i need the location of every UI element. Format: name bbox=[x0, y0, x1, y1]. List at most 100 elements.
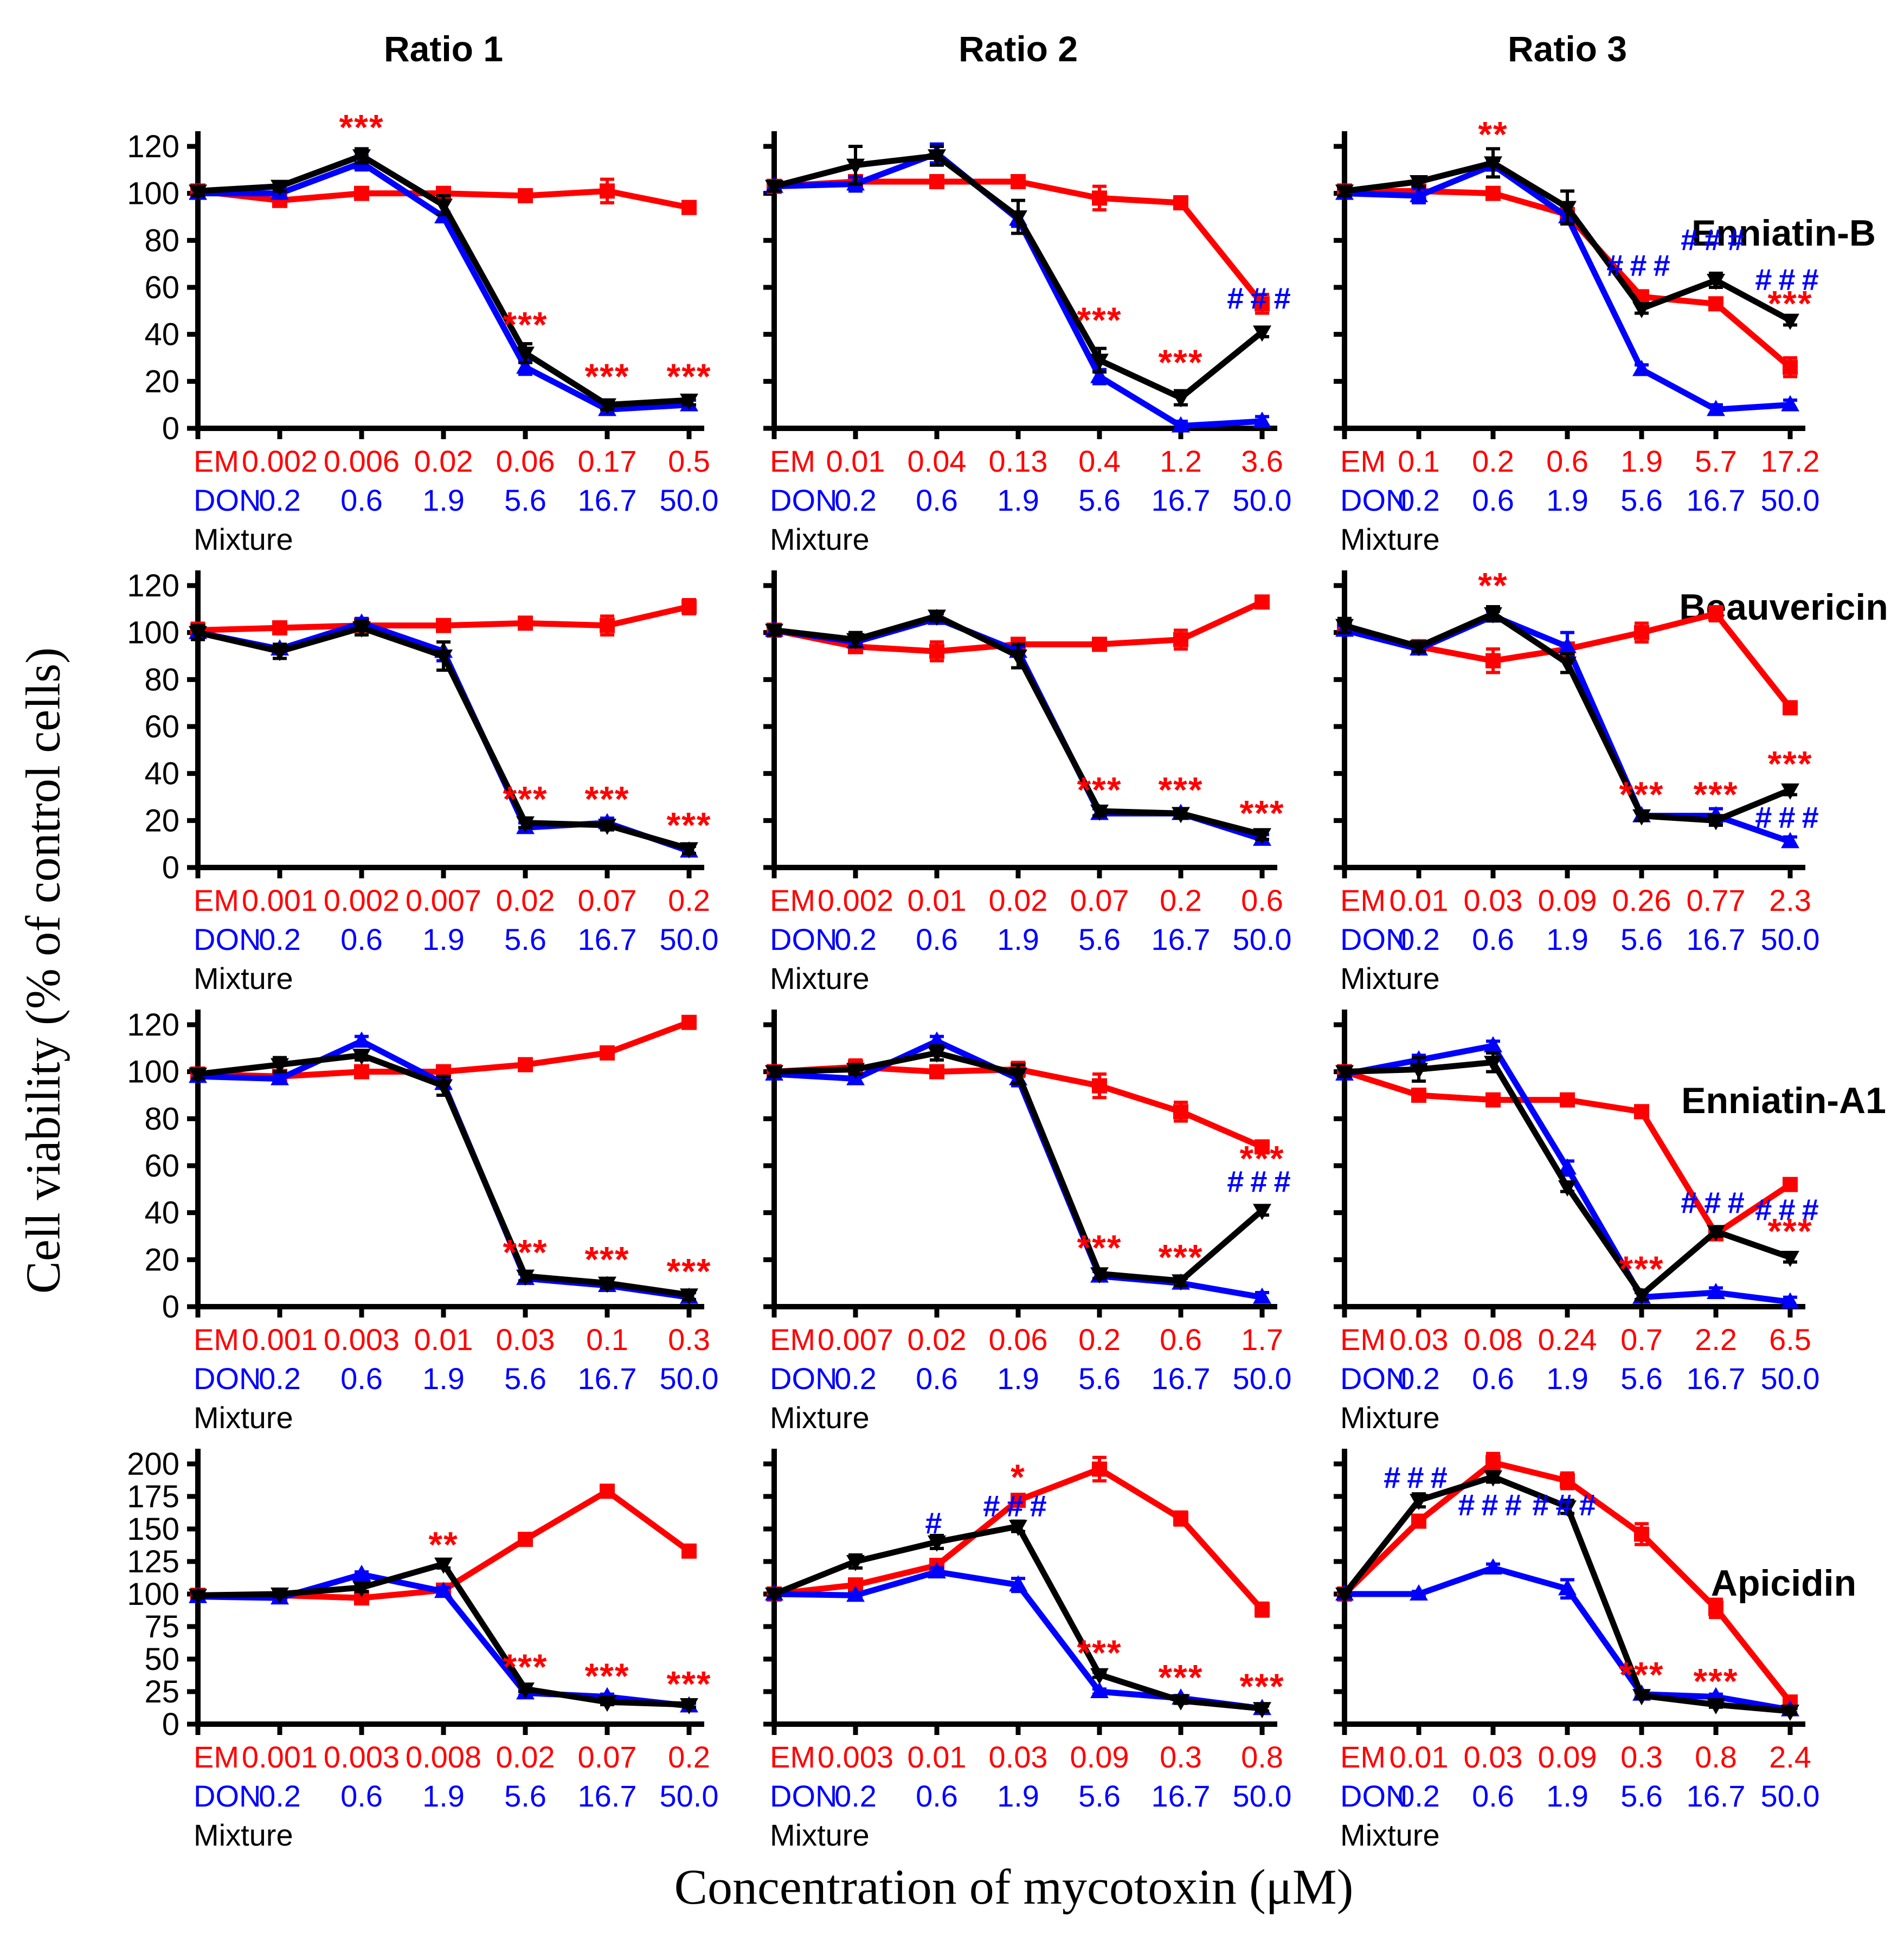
x-row-header-em: EM bbox=[1340, 444, 1386, 478]
x-tick-label-em: 0.03 bbox=[1390, 1322, 1449, 1357]
x-tick-label-em: 0.2 bbox=[1472, 444, 1514, 478]
y-tick-label: 80 bbox=[144, 662, 179, 697]
series-em bbox=[767, 174, 1270, 315]
x-tick-label-don: 16.7 bbox=[1687, 483, 1746, 517]
x-row-header-don: DON bbox=[770, 483, 837, 517]
x-tick-label-don: 5.6 bbox=[1078, 922, 1121, 956]
data-point-square bbox=[1255, 1139, 1270, 1155]
data-point-triangle-up bbox=[928, 1562, 946, 1579]
annotation-star: *** bbox=[584, 1239, 629, 1280]
x-tick-label-don: 50.0 bbox=[1233, 1361, 1292, 1396]
x-tick-label-don: 0.2 bbox=[834, 1779, 877, 1813]
x-tick-label-em: 0.01 bbox=[826, 444, 885, 478]
x-tick-label-don: 16.7 bbox=[578, 922, 637, 956]
x-tick-label-em: 0.02 bbox=[496, 1740, 555, 1774]
data-point-triangle-down bbox=[434, 1079, 453, 1096]
x-tick-label-don: 0.2 bbox=[259, 1361, 301, 1396]
annotation-star: *** bbox=[1619, 1249, 1664, 1289]
x-tick-label-don: 16.7 bbox=[1687, 922, 1746, 956]
x-row-header-mixture: Mixture bbox=[194, 1400, 293, 1435]
annotation-star: *** bbox=[1619, 1655, 1664, 1695]
annotation-star: *** bbox=[1158, 1657, 1203, 1697]
data-point-triangle-down bbox=[765, 624, 783, 640]
annotation-hash: ### bbox=[1227, 281, 1297, 316]
data-point-square bbox=[1708, 606, 1723, 621]
data-point-triangle-down bbox=[1090, 354, 1109, 370]
series-mixture bbox=[1335, 1051, 1799, 1305]
x-tick-label-em: 0.5 bbox=[668, 444, 710, 478]
y-tick-label: 0 bbox=[162, 411, 179, 446]
data-point-triangle-down bbox=[1335, 184, 1354, 201]
data-point-square bbox=[1634, 1526, 1649, 1542]
x-row-header-mixture: Mixture bbox=[194, 1818, 293, 1852]
column-title-ratio-2: Ratio 2 bbox=[958, 29, 1078, 69]
data-point-triangle-down bbox=[352, 1581, 371, 1597]
data-point-square bbox=[1255, 594, 1270, 610]
data-point-triangle-up bbox=[1632, 359, 1651, 376]
annotation-star: *** bbox=[339, 107, 384, 147]
y-tick-label: 20 bbox=[144, 1242, 179, 1277]
data-point-triangle-up bbox=[352, 1565, 371, 1581]
x-tick-label-don: 0.2 bbox=[1398, 483, 1440, 517]
x-tick-label-don: 5.6 bbox=[1620, 1361, 1663, 1396]
subplot-beauvericin-ratio-1: 0 20 40 60 80 100 120 EM 0.001 0.002 0.007 0.02 0.07… bbox=[127, 568, 718, 995]
data-point-triangle-down bbox=[516, 1682, 535, 1699]
x-tick-label-don: 1.9 bbox=[422, 922, 465, 956]
x-tick-label-don: 0.2 bbox=[1398, 922, 1440, 956]
annotation-star: *** bbox=[1239, 1138, 1284, 1178]
annotation-star: *** bbox=[1239, 793, 1284, 833]
data-point-triangle-up bbox=[1781, 832, 1799, 849]
x-tick-label-don: 0.2 bbox=[259, 1779, 301, 1813]
data-point-triangle-down bbox=[1009, 1520, 1027, 1537]
x-tick-label-don: 50.0 bbox=[660, 483, 719, 517]
x-tick-label-em: 0.003 bbox=[818, 1740, 893, 1774]
x-tick-label-don: 0.6 bbox=[1472, 1361, 1514, 1396]
data-point-triangle-up bbox=[1172, 416, 1190, 433]
x-tick-label-don: 1.9 bbox=[422, 483, 465, 517]
data-point-triangle-down bbox=[1632, 809, 1651, 826]
data-point-triangle-down bbox=[928, 1046, 946, 1063]
annotation-hash: ### bbox=[1384, 1460, 1453, 1494]
annotation-star: *** bbox=[1077, 1228, 1122, 1268]
data-point-square bbox=[1485, 1092, 1501, 1108]
data-point-square bbox=[1708, 1601, 1723, 1616]
x-tick-label-em: 0.04 bbox=[908, 444, 967, 478]
data-point-square bbox=[1092, 637, 1107, 652]
data-point-square bbox=[681, 1014, 697, 1030]
x-tick-label-em: 0.1 bbox=[586, 1322, 628, 1357]
annotation-star: *** bbox=[584, 1656, 629, 1696]
data-point-triangle-down bbox=[1172, 1274, 1190, 1291]
annotation-star: *** bbox=[1767, 1211, 1812, 1251]
data-point-triangle-down bbox=[765, 1588, 783, 1604]
annotation-star: *** bbox=[1619, 774, 1664, 814]
annotation-star: *** bbox=[1767, 744, 1812, 784]
x-row-header-don: DON bbox=[194, 1361, 261, 1396]
data-point-triangle-down bbox=[598, 1276, 616, 1293]
x-tick-label-don: 16.7 bbox=[1687, 1779, 1746, 1813]
data-point-triangle-down bbox=[1335, 1588, 1354, 1604]
x-tick-label-em: 0.07 bbox=[1070, 883, 1129, 917]
y-tick-label: 40 bbox=[144, 756, 179, 792]
data-point-square bbox=[1708, 296, 1723, 312]
x-tick-label-em: 0.01 bbox=[908, 883, 967, 917]
data-point-square bbox=[1634, 1104, 1649, 1120]
x-tick-label-em: 0.03 bbox=[989, 1740, 1048, 1774]
data-point-triangle-up bbox=[928, 1031, 946, 1048]
x-tick-label-em: 0.02 bbox=[414, 444, 473, 478]
x-tick-label-em: 0.7 bbox=[1620, 1322, 1663, 1357]
data-point-triangle-down bbox=[846, 1063, 865, 1079]
annotation-star: * bbox=[1011, 1457, 1026, 1497]
data-point-square bbox=[1173, 1511, 1188, 1526]
x-tick-label-em: 0.13 bbox=[989, 444, 1048, 478]
x-tick-label-don: 1.9 bbox=[422, 1361, 465, 1396]
x-tick-label-em: 0.02 bbox=[908, 1322, 967, 1357]
annotation-star: *** bbox=[1158, 1237, 1203, 1277]
data-point-triangle-down bbox=[189, 184, 207, 201]
series-mixture bbox=[765, 1519, 1271, 1719]
x-tick-label-em: 0.4 bbox=[1078, 444, 1121, 478]
data-point-triangle-down bbox=[189, 1068, 207, 1084]
data-point-square bbox=[600, 183, 615, 199]
data-point-triangle-down bbox=[1410, 1063, 1428, 1079]
data-point-triangle-down bbox=[1172, 391, 1190, 408]
